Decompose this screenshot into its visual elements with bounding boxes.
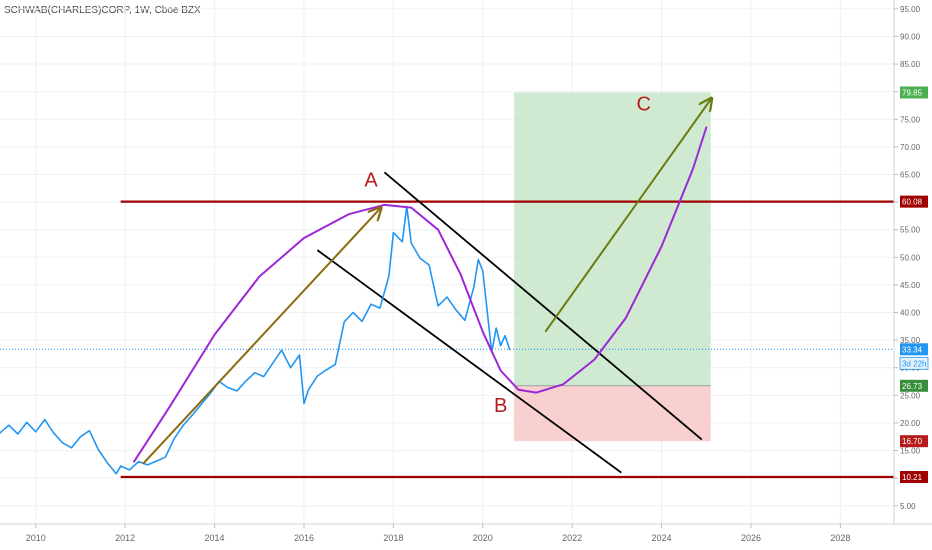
wave-label-b: B <box>494 395 507 417</box>
price-badge-bg <box>900 435 928 448</box>
current-price-badge: 33.34 <box>902 345 923 354</box>
wave-label-a: A <box>364 170 378 192</box>
y-tick-label: 20.00 <box>900 419 921 428</box>
current-price-badge-bg <box>900 343 928 356</box>
y-tick-label: 50.00 <box>900 253 921 262</box>
y-tick-label: 15.00 <box>900 447 921 456</box>
projection-arrow <box>544 99 710 333</box>
x-tick-label: 2026 <box>741 533 761 543</box>
y-tick-label: 75.00 <box>900 115 921 124</box>
x-tick-label: 2014 <box>205 533 225 543</box>
chart-title: SCHWAB(CHARLES)CORP, 1W, Cboe BZX <box>4 5 201 16</box>
trend-channel-line <box>383 171 703 441</box>
y-tick-label: 90.00 <box>900 32 921 41</box>
y-tick-label: 95.00 <box>900 5 921 14</box>
price-badge-bg <box>900 86 928 99</box>
x-tick-label: 2016 <box>294 533 314 543</box>
y-tick-label: 35.00 <box>900 336 921 345</box>
y-tick-label: 65.00 <box>900 170 921 179</box>
x-tick-label: 2024 <box>652 533 672 543</box>
level-badge-bg <box>900 195 928 208</box>
price-axis: 5.0010.0015.0020.0025.0030.0035.0040.004… <box>893 0 932 550</box>
trend-channel-line <box>316 249 622 474</box>
gridlines <box>0 0 894 524</box>
cycle-curve-line <box>133 126 708 463</box>
x-tick-label: 2022 <box>562 533 582 543</box>
x-tick-label: 2020 <box>473 533 493 543</box>
x-tick-label: 2010 <box>26 533 46 543</box>
y-tick-label: 5.00 <box>900 502 916 511</box>
price-badge: 26.73 <box>902 382 923 391</box>
y-tick-label: 25.00 <box>900 391 921 400</box>
y-tick-label: 55.00 <box>900 226 921 235</box>
y-tick-label: 40.00 <box>900 309 921 318</box>
x-tick-label: 2012 <box>115 533 135 543</box>
time-axis-bg <box>0 524 932 550</box>
y-tick-label: 45.00 <box>900 281 921 290</box>
level-badge: 10.21 <box>902 473 923 482</box>
x-tick-label: 2018 <box>383 533 403 543</box>
level-badge-bg <box>900 471 928 484</box>
price-badge-bg <box>900 379 928 392</box>
time-axis: 2010 2012 2014 2016 2018 2020 2022 2024 2026 2028 <box>0 523 932 550</box>
price-badge: 79.85 <box>902 88 923 97</box>
countdown-badge: 3d 22h <box>902 359 926 368</box>
price-series-line <box>0 205 511 475</box>
x-tick-label: 2028 <box>830 533 850 543</box>
y-tick-label: 70.00 <box>900 143 921 152</box>
wave-label-c: C <box>636 93 650 115</box>
countdown-badge-bg <box>899 356 929 370</box>
level-badge: 60.08 <box>902 198 923 207</box>
price-axis-bg <box>894 0 932 550</box>
y-tick-label: 85.00 <box>900 60 921 69</box>
projection-arrow <box>142 209 380 465</box>
target-zone <box>514 385 711 442</box>
price-badge: 16.70 <box>902 437 923 446</box>
